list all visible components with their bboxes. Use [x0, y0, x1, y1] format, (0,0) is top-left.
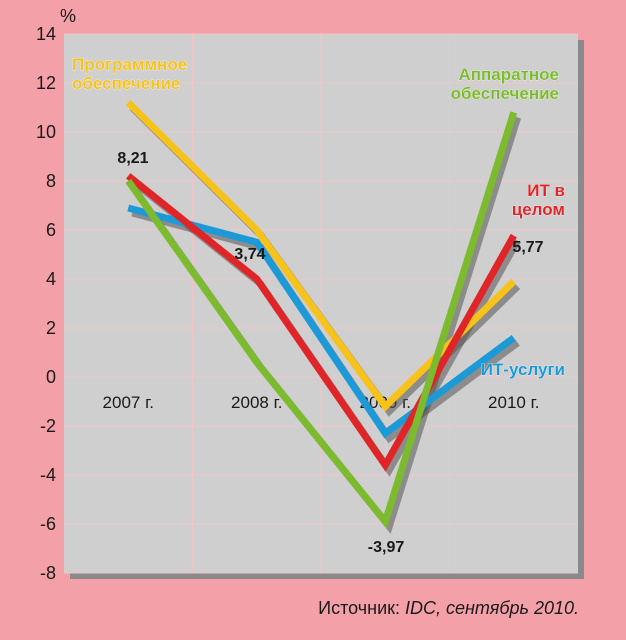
- y-tick-label: 12: [36, 73, 56, 93]
- series-label-line: обеспечение: [72, 74, 180, 93]
- y-tick-label: 0: [46, 367, 56, 387]
- series-label-line: целом: [512, 200, 565, 219]
- y-tick-label: -2: [40, 416, 56, 436]
- y-tick-label: 4: [46, 269, 56, 289]
- series-label-line: Аппаратное: [458, 65, 559, 84]
- series-label: Аппаратное обеспечение: [451, 65, 559, 103]
- y-tick-label: -8: [40, 563, 56, 583]
- x-tick-label: 2007 г.: [103, 393, 154, 412]
- series-label-line: ИТ в: [527, 181, 565, 200]
- source-prefix: Источник:: [318, 598, 405, 618]
- data-label: 8,21: [117, 150, 148, 167]
- series-label-line: обеспечение: [451, 84, 559, 103]
- x-tick-label: 2010 г.: [488, 393, 539, 412]
- source-text: IDC, сентябрь 2010.: [405, 598, 579, 618]
- x-tick-label: 2008 г.: [231, 393, 282, 412]
- y-tick-label: 6: [46, 220, 56, 240]
- series-label-line: ИТ-услуги: [481, 360, 565, 379]
- series-label-line: Программное: [72, 55, 187, 74]
- y-tick-label: -4: [40, 465, 56, 485]
- data-labels: 8,21 3,74 -3,97 5,77: [117, 150, 543, 556]
- series-line: [126, 173, 517, 472]
- series-label: Программное обеспечение: [72, 55, 187, 93]
- series-label: ИТ в целом: [512, 181, 565, 219]
- y-tick-label: 8: [46, 171, 56, 191]
- series-label: ИТ-услуги: [481, 360, 565, 379]
- y-tick-label: 10: [36, 122, 56, 142]
- y-axis: 14 12 10 8 6 4 2 0 -2 -4 -6 -8: [36, 24, 56, 583]
- y-tick-label: 14: [36, 24, 56, 44]
- data-label: 5,77: [512, 239, 543, 256]
- y-axis-unit: %: [60, 6, 76, 26]
- series-line: [125, 111, 518, 529]
- series-lines: [125, 100, 518, 529]
- source-note: Источник: IDC, сентябрь 2010.: [318, 598, 579, 618]
- data-label: 3,74: [234, 246, 265, 263]
- series-labels: Программное обеспечение Аппаратное обеспече…: [72, 55, 566, 380]
- y-tick-label: 2: [46, 318, 56, 338]
- y-tick-label: -6: [40, 514, 56, 534]
- data-label: -3,97: [368, 539, 405, 556]
